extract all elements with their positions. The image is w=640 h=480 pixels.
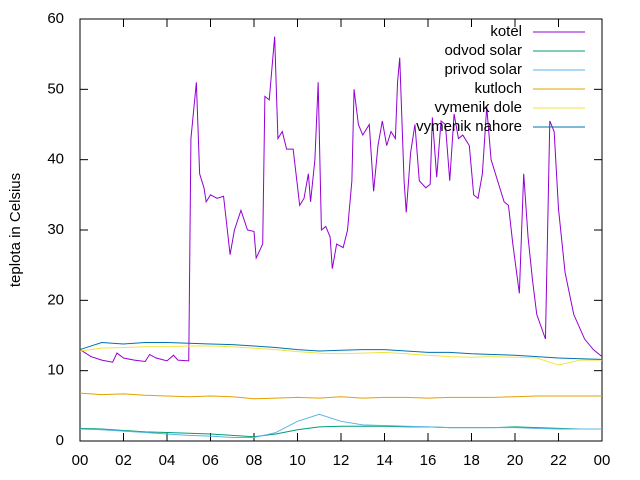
legend-label: odvod solar: [444, 42, 522, 59]
legend-label: privod solar: [444, 61, 522, 78]
x-tick-label: 00: [72, 452, 89, 469]
x-tick-label: 10: [289, 452, 306, 469]
series-line: [79, 413, 602, 438]
x-tick-label: 08: [246, 452, 263, 469]
series-line: [79, 425, 602, 438]
x-tick-label: 06: [202, 452, 219, 469]
legend-label: kutloch: [474, 80, 522, 97]
plot-frame: [79, 18, 603, 442]
y-tick-label: 50: [47, 80, 64, 97]
x-tick-label: 18: [463, 452, 480, 469]
x-tick-label: 02: [115, 452, 132, 469]
series-line: [79, 345, 602, 366]
y-tick-label: 30: [47, 221, 64, 238]
x-tick-label: 16: [420, 452, 437, 469]
x-tick-label: 12: [333, 452, 350, 469]
series-line: [79, 392, 602, 400]
y-tick-label: 40: [47, 151, 64, 168]
y-axis-label: teplota in Celsius: [7, 173, 24, 287]
legend-label: vymenik dole: [434, 99, 522, 116]
series-line: [79, 36, 603, 363]
x-tick-label: 04: [159, 452, 176, 469]
x-tick-label: 14: [376, 452, 393, 469]
x-tick-label: 00: [594, 452, 611, 469]
y-tick-label: 20: [47, 291, 64, 308]
x-tick-label: 22: [550, 452, 567, 469]
y-tick-label: 10: [47, 362, 64, 379]
series-line: [79, 342, 603, 360]
x-tick-label: 20: [507, 452, 524, 469]
legend-label: kotel: [490, 23, 522, 40]
y-tick-label: 60: [47, 10, 64, 27]
legend-label: vymenik nahore: [416, 118, 522, 135]
y-tick-label: 0: [56, 432, 64, 449]
